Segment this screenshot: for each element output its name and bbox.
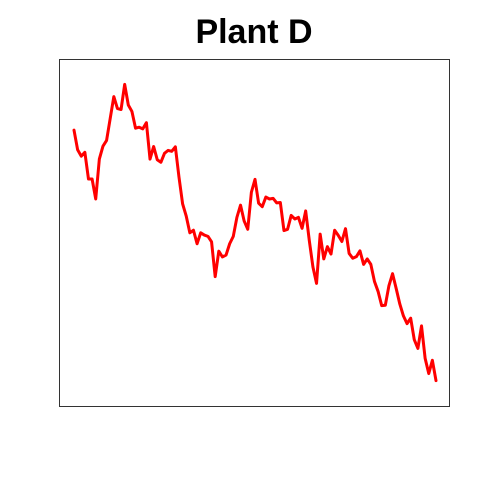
- series-layer: [72, 82, 438, 383]
- chart-title: Plant D: [195, 13, 312, 51]
- plot-frame: [59, 59, 450, 407]
- series-line-0: [72, 82, 438, 383]
